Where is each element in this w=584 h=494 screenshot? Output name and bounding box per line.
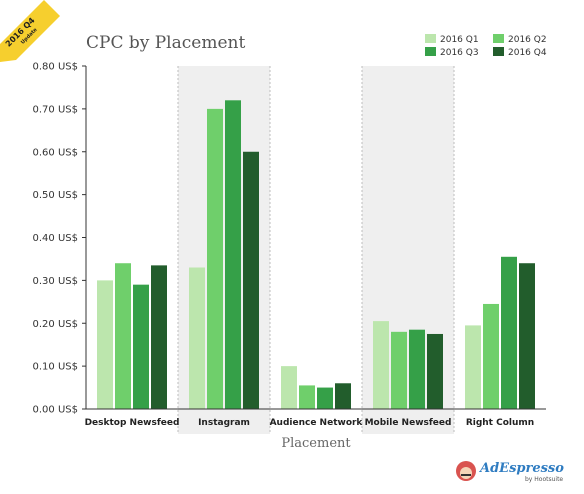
y-tick-label: 0.70 US$ <box>33 104 78 115</box>
bar <box>151 265 167 409</box>
bar <box>299 385 315 409</box>
legend-swatch-q2 <box>493 34 504 43</box>
y-tick-label: 0.00 US$ <box>33 405 78 416</box>
chart-title: CPC by Placement <box>86 33 245 53</box>
bar <box>519 263 535 409</box>
bar <box>465 325 481 409</box>
y-tick-label: 0.50 US$ <box>33 190 78 201</box>
y-tick-label: 0.20 US$ <box>33 319 78 330</box>
y-tick-label: 0.40 US$ <box>33 233 78 244</box>
legend-label-q4: 2016 Q4 <box>508 48 547 58</box>
legend-swatch-q4 <box>493 47 504 56</box>
bar <box>115 263 131 409</box>
bar <box>97 280 113 409</box>
mascot-face-icon <box>460 467 472 479</box>
y-tick-labels: 0.00 US$ 0.10 US$ 0.20 US$ 0.30 US$ 0.40 US$… <box>33 62 86 416</box>
bar <box>189 267 205 409</box>
bar <box>225 100 241 410</box>
adespresso-logo: AdEspresso by Hootsuite <box>456 461 564 483</box>
legend-swatch-q3 <box>425 47 436 56</box>
x-category-label: Desktop Newsfeed <box>85 418 180 428</box>
y-tick-label: 0.80 US$ <box>33 62 78 73</box>
bar <box>133 284 149 409</box>
bar <box>427 333 443 409</box>
brand-byline: by Hootsuite <box>525 476 563 483</box>
legend-label-q3: 2016 Q3 <box>440 48 479 58</box>
x-category-label: Mobile Newsfeed <box>365 418 452 428</box>
bar <box>501 256 517 409</box>
y-tick-label: 0.30 US$ <box>33 276 78 287</box>
bar <box>317 387 333 409</box>
brand-name: AdEspresso <box>478 461 564 476</box>
bar <box>391 331 407 409</box>
y-tick-label: 0.10 US$ <box>33 362 78 373</box>
mascot-mustache-icon <box>461 474 471 476</box>
x-category-label: Instagram <box>198 418 250 428</box>
legend-label-q2: 2016 Q2 <box>508 35 547 45</box>
bar <box>483 303 499 409</box>
x-axis-title: Placement <box>281 436 351 451</box>
update-badge: 2016 Q4 Update <box>0 0 60 62</box>
bar <box>243 151 259 409</box>
x-category-label: Right Column <box>466 418 534 428</box>
legend: 2016 Q1 2016 Q2 2016 Q3 2016 Q4 <box>425 34 547 58</box>
bar <box>373 321 389 409</box>
legend-label-q1: 2016 Q1 <box>440 35 479 45</box>
x-category-labels: Desktop Newsfeed Instagram Audience Networ… <box>85 418 535 428</box>
badge-ribbon <box>0 0 60 62</box>
legend-swatch-q1 <box>425 34 436 43</box>
bar <box>281 366 297 409</box>
x-category-label: Audience Network <box>270 418 364 428</box>
bar <box>207 108 223 409</box>
y-tick-label: 0.60 US$ <box>33 147 78 158</box>
bars <box>97 100 535 410</box>
bar <box>335 383 351 409</box>
bar <box>409 329 425 409</box>
